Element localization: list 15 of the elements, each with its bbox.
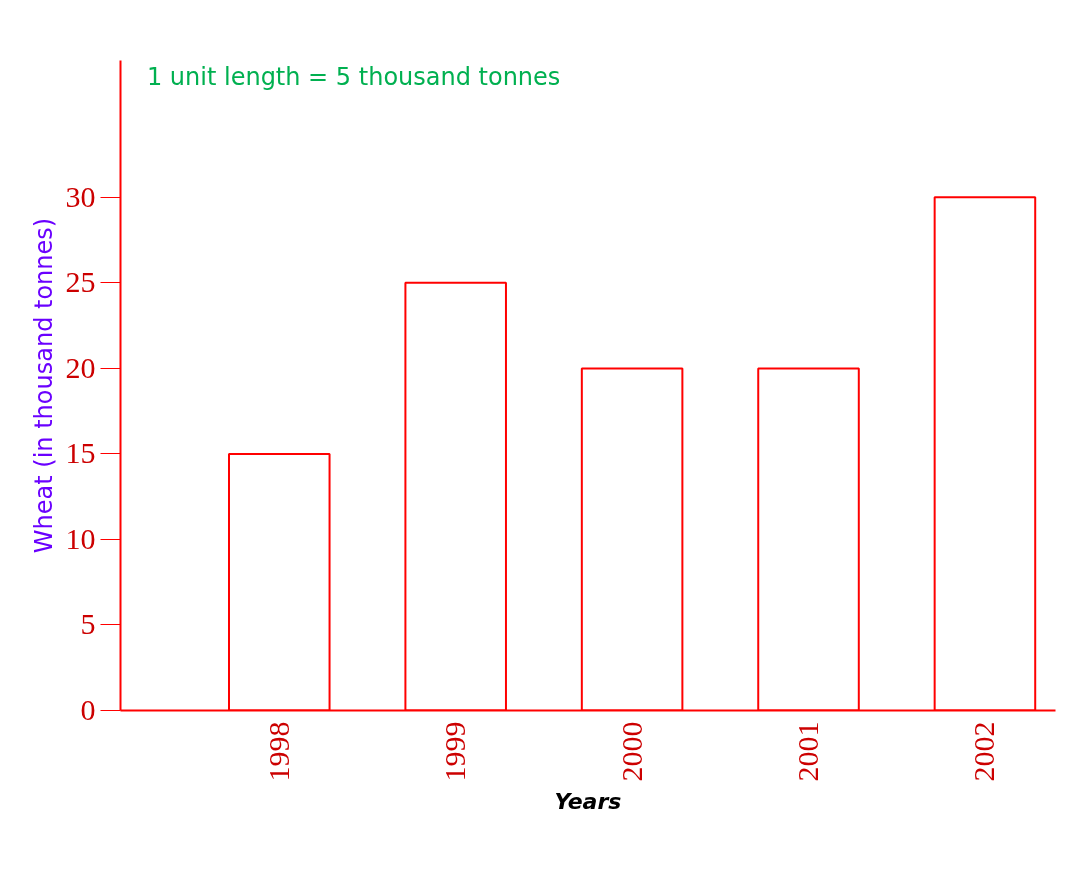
x-tick-label: 2002 — [967, 721, 1001, 782]
y-tick-label: 0 — [80, 693, 96, 726]
x-tick-label: 1998 — [261, 721, 295, 782]
x-tick-label: 1999 — [438, 721, 472, 782]
x-tick-label: 2000 — [614, 721, 648, 782]
y-tick-label: 20 — [65, 350, 96, 384]
y-axis-title: Wheat (in thousand tonnes) — [29, 217, 58, 554]
y-tick-label: 25 — [65, 265, 96, 299]
y-tick-label: 10 — [65, 521, 96, 555]
x-axis-title: Years — [554, 789, 622, 815]
annotation: 1 unit length = 5 thousand tonnes — [146, 62, 561, 91]
y-tick-label: 15 — [65, 436, 96, 470]
x-tick-label: 2001 — [791, 721, 825, 782]
y-tick-label: 5 — [80, 607, 96, 641]
y-tick-label: 30 — [65, 179, 96, 213]
